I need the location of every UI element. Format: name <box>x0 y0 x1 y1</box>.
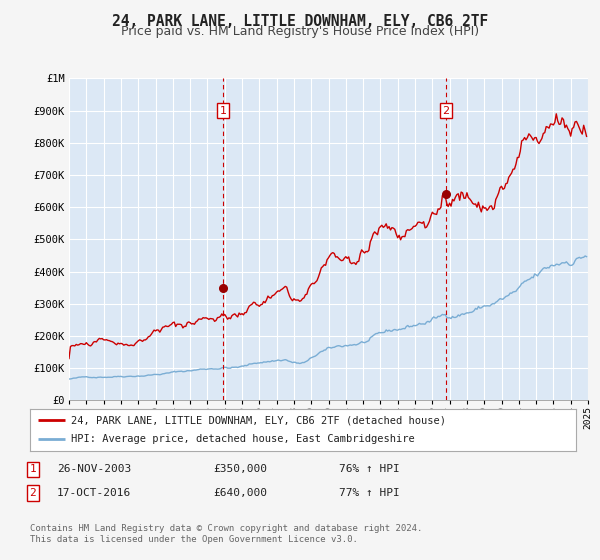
Text: 17-OCT-2016: 17-OCT-2016 <box>57 488 131 498</box>
Text: 76% ↑ HPI: 76% ↑ HPI <box>339 464 400 474</box>
Text: 24, PARK LANE, LITTLE DOWNHAM, ELY, CB6 2TF (detached house): 24, PARK LANE, LITTLE DOWNHAM, ELY, CB6 … <box>71 415 446 425</box>
Text: 26-NOV-2003: 26-NOV-2003 <box>57 464 131 474</box>
Text: 2: 2 <box>29 488 37 498</box>
Text: 1: 1 <box>29 464 37 474</box>
Text: Contains HM Land Registry data © Crown copyright and database right 2024.: Contains HM Land Registry data © Crown c… <box>30 524 422 533</box>
Text: 24, PARK LANE, LITTLE DOWNHAM, ELY, CB6 2TF: 24, PARK LANE, LITTLE DOWNHAM, ELY, CB6 … <box>112 14 488 29</box>
Text: 2: 2 <box>442 106 449 115</box>
Text: Price paid vs. HM Land Registry's House Price Index (HPI): Price paid vs. HM Land Registry's House … <box>121 25 479 38</box>
Text: 77% ↑ HPI: 77% ↑ HPI <box>339 488 400 498</box>
Text: 1: 1 <box>220 106 226 115</box>
Text: This data is licensed under the Open Government Licence v3.0.: This data is licensed under the Open Gov… <box>30 535 358 544</box>
Text: £350,000: £350,000 <box>213 464 267 474</box>
Text: HPI: Average price, detached house, East Cambridgeshire: HPI: Average price, detached house, East… <box>71 435 415 445</box>
Text: £640,000: £640,000 <box>213 488 267 498</box>
